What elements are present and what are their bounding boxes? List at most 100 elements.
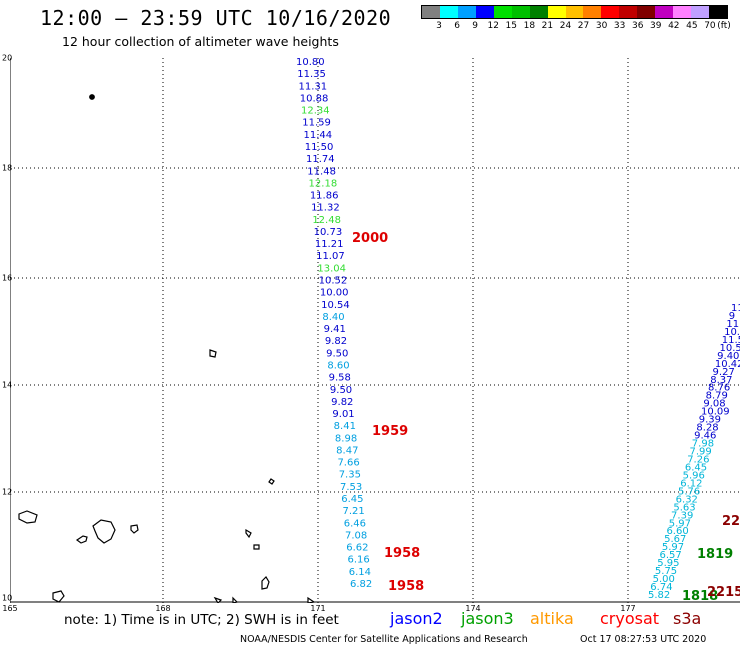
wave-height-value: 9.40 xyxy=(717,351,739,362)
satellite-cryosat: cryosat xyxy=(600,609,660,628)
legend-swatch xyxy=(565,6,584,18)
lat-label-12: 12 xyxy=(2,487,13,497)
island xyxy=(18,510,38,524)
wave-height-value: 9.08 xyxy=(703,399,725,410)
wave-height-value: 10.88 xyxy=(300,93,329,104)
time-label: 1959 xyxy=(372,424,408,439)
legend-label: 15 xyxy=(505,21,518,31)
legend-label: (ft) xyxy=(717,21,731,31)
wave-height-value: 10.42 xyxy=(715,359,740,370)
wave-height-value: 11.59 xyxy=(302,118,331,129)
wave-height-value: 7.08 xyxy=(345,530,367,541)
wave-height-value: 6.16 xyxy=(347,555,369,566)
island xyxy=(261,576,270,590)
legend-swatch xyxy=(511,6,530,18)
wave-height-value: 7.35 xyxy=(339,470,361,481)
legend-swatch xyxy=(619,6,638,18)
legend-swatch xyxy=(547,6,566,18)
legend-label: 70 xyxy=(704,21,716,31)
time-label: 1818 xyxy=(682,589,718,603)
wave-height-value: 8.79 xyxy=(706,391,728,402)
island xyxy=(209,349,217,358)
wave-height-value: 7.21 xyxy=(342,506,364,517)
island xyxy=(92,519,116,544)
wave-height-value: 13.04 xyxy=(317,263,346,274)
legend-swatch xyxy=(709,6,727,18)
legend-color-bar xyxy=(421,5,728,19)
wave-height-value: 6.60 xyxy=(666,526,688,537)
wave-height-value: 9 xyxy=(729,311,735,322)
wave-height-value: 5.97 xyxy=(669,518,691,529)
wave-height-value: 8.76 xyxy=(708,383,730,394)
wave-height-value: 10.80 xyxy=(296,58,325,68)
legend-labels: 3 6 9 12 15 18 21 24 27 30 33 36 39 42 45 70 (ft) xyxy=(421,19,731,33)
legend-label: 27 xyxy=(577,21,590,31)
wave-height-value: 6.74 xyxy=(650,582,672,593)
wave-height-value: 9.46 xyxy=(694,431,716,442)
island xyxy=(232,596,239,603)
lat-label-18: 18 xyxy=(2,163,13,173)
wave-height-value: 6.45 xyxy=(341,494,363,505)
legend-label: 42 xyxy=(668,21,680,31)
satellite-s3a: s3a xyxy=(673,609,702,628)
legend-swatch xyxy=(601,6,620,18)
wave-height-value: 10. xyxy=(724,327,740,338)
wave-height-value: 9.58 xyxy=(329,373,351,384)
wave-height-value: 7.26 xyxy=(687,454,709,465)
legend-label: 6 xyxy=(454,21,460,31)
edge-label: 2215 xyxy=(707,585,740,600)
wave-height-value: 5.96 xyxy=(683,470,705,481)
legend-swatch xyxy=(637,6,656,18)
wave-height-value: 5.63 xyxy=(673,502,695,513)
time-label: 1958 xyxy=(388,579,424,594)
legend-label: 36 xyxy=(631,21,644,31)
island xyxy=(130,524,139,534)
legend-swatch xyxy=(493,6,512,18)
wave-height-value: 5.76 xyxy=(678,486,700,497)
jason-track-east: 11911.10.11.510.59.4010.429.278.378.768.… xyxy=(648,303,740,601)
wave-height-value: 7.66 xyxy=(337,458,359,469)
wave-height-value: 6.46 xyxy=(344,518,366,529)
wave-height-value: 6.14 xyxy=(349,567,371,578)
wave-height-value: 11.31 xyxy=(299,81,328,92)
wave-height-value: 5.82 xyxy=(648,590,670,601)
wave-height-value: 8.98 xyxy=(335,433,357,444)
chart-title: 12:00 — 23:59 UTC 10/16/2020 xyxy=(40,6,392,30)
legend-swatch xyxy=(691,6,709,18)
wave-height-value: 7.99 xyxy=(690,447,712,458)
wave-height-value: 6.57 xyxy=(660,550,682,561)
lon-label-165: 165 xyxy=(2,604,18,613)
wave-height-map: 10.8011.3511.3110.8812.3411.5911.4411.50… xyxy=(10,58,740,603)
wave-height-value: 11.5 xyxy=(722,335,740,346)
graticule xyxy=(10,58,740,603)
wave-height-value: 5.75 xyxy=(655,566,677,577)
wave-height-value: 5.97 xyxy=(662,542,684,553)
color-legend: 3 6 9 12 15 18 21 24 27 30 33 36 39 42 45 70 (ft) xyxy=(421,5,731,33)
satellite-altika: altika xyxy=(530,609,574,628)
satellite-jason2: jason2 xyxy=(390,609,443,628)
wave-height-value: 6.82 xyxy=(350,579,372,590)
wave-height-value: 6.12 xyxy=(680,478,702,489)
legend-swatch xyxy=(529,6,548,18)
legend-label: 18 xyxy=(523,21,536,31)
wave-height-value: 10.00 xyxy=(320,288,349,299)
wave-height-value: 12.48 xyxy=(312,215,341,226)
wave-height-value: 9.27 xyxy=(713,367,735,378)
wave-height-value: 8.60 xyxy=(327,360,349,371)
wave-height-value: 11.07 xyxy=(316,251,345,262)
lat-label-14: 14 xyxy=(2,380,13,390)
time-label: 2000 xyxy=(352,231,388,246)
island xyxy=(253,544,260,550)
wave-height-value: 5.67 xyxy=(664,534,686,545)
wave-height-value: 10.5 xyxy=(719,343,740,354)
legend-label: 12 xyxy=(487,21,499,31)
legend-label: 3 xyxy=(436,21,442,31)
legend-swatch xyxy=(422,6,440,18)
island xyxy=(245,528,252,539)
wave-height-value: 10.52 xyxy=(319,276,348,287)
legend-label: 24 xyxy=(559,21,572,31)
wave-height-value: 6.62 xyxy=(346,543,368,554)
lon-label-171: 171 xyxy=(310,604,326,613)
islands xyxy=(18,94,316,603)
